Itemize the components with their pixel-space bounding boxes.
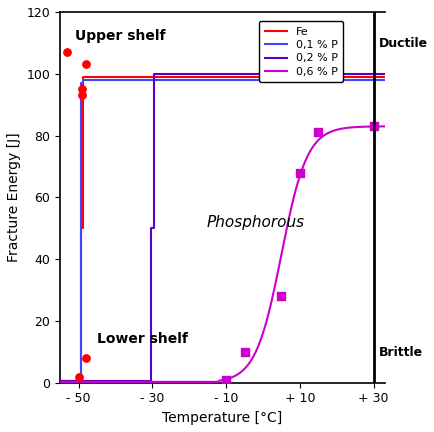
Point [222,376,229,383]
Text: Lower shelf: Lower shelf [97,332,187,346]
Point [277,293,284,300]
Text: Brittle: Brittle [378,346,422,359]
Point [82,61,89,68]
Legend: Fe, 0,1 % P, 0,2 % P, 0,6 % P: Fe, 0,1 % P, 0,2 % P, 0,6 % P [259,21,342,83]
Text: Upper shelf: Upper shelf [75,29,165,43]
X-axis label: Temperature [°C]: Temperature [°C] [162,411,282,425]
Text: Phosphorous: Phosphorous [206,215,304,229]
Point [79,86,85,92]
Point [314,129,321,136]
Point [296,169,302,176]
Text: Ductile: Ductile [378,37,427,50]
Point [64,49,71,56]
Point [79,92,85,99]
Point [82,355,89,362]
Y-axis label: Fracture Energy [J]: Fracture Energy [J] [7,133,21,262]
Point [240,349,247,356]
Point [75,373,82,380]
Point [369,123,376,130]
